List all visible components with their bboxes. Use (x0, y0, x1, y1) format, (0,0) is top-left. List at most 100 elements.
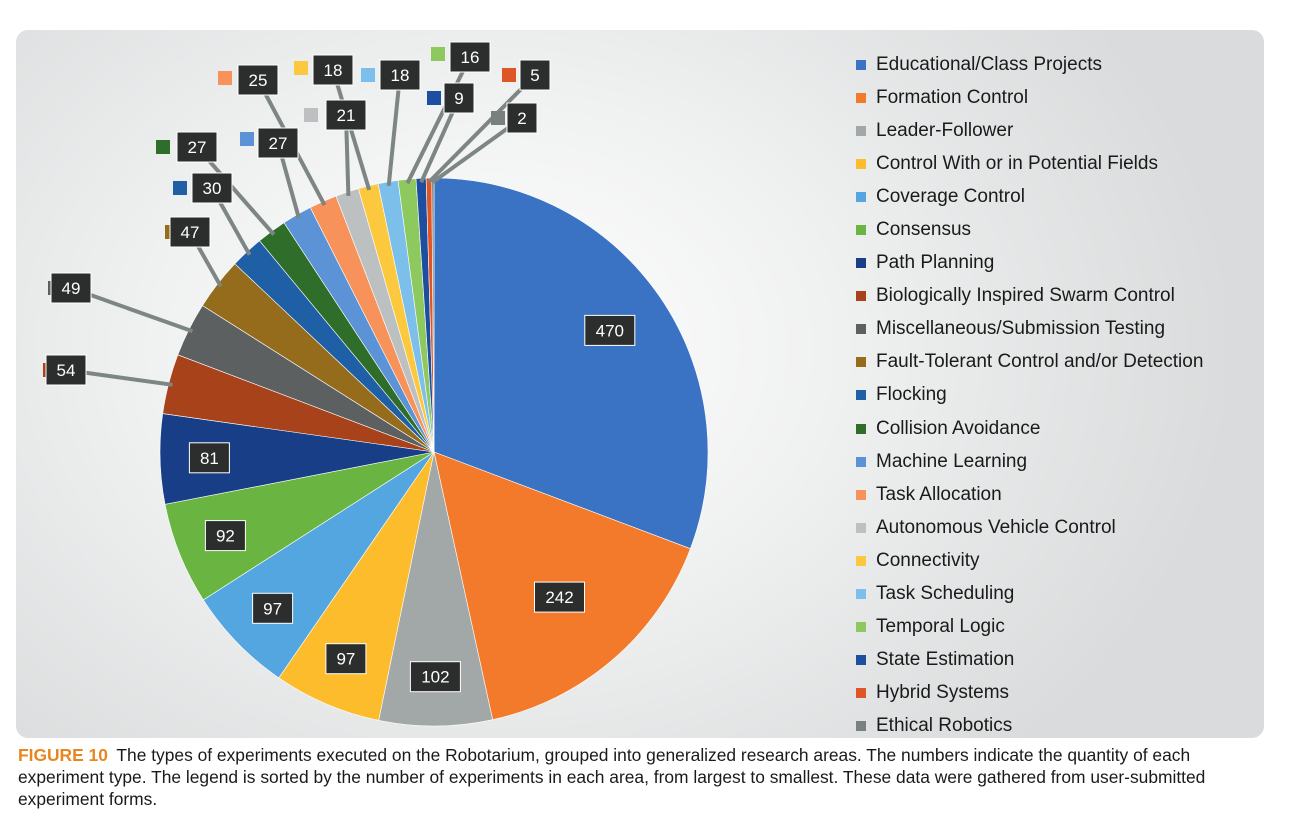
legend-swatch (856, 291, 866, 302)
legend-label: Consensus (876, 219, 972, 241)
legend-label: Ethical Robotics (876, 715, 1013, 737)
value-label-9: 49 (50, 272, 92, 304)
legend-label: Machine Learning (876, 450, 1028, 472)
legend-swatch (856, 688, 866, 699)
legend-item: Hybrid Systems (856, 677, 1256, 710)
value-label-13: 27 (257, 127, 299, 159)
legend-label: Miscellaneous/Submission Testing (876, 318, 1166, 340)
legend-label: Connectivity (876, 549, 980, 571)
value-label-5: 97 (252, 592, 294, 624)
legend-label: Fault-Tolerant Control and/or Detection (876, 351, 1204, 373)
label-swatch-19 (427, 91, 441, 105)
legend-item: Fault-Tolerant Control and/or Detection (856, 346, 1256, 379)
svg-text:49: 49 (62, 279, 81, 298)
slices-layer (159, 177, 709, 727)
svg-text:102: 102 (421, 668, 449, 687)
legend-item: Collision Avoidance (856, 412, 1256, 445)
legend-item: Task Scheduling (856, 578, 1256, 611)
legend-item: Flocking (856, 379, 1256, 412)
svg-text:97: 97 (336, 650, 355, 669)
legend-swatch (856, 258, 866, 269)
legend-item: Formation Control (856, 81, 1256, 114)
legend-swatch (856, 92, 866, 103)
legend-label: State Estimation (876, 649, 1015, 671)
legend-swatch (856, 324, 866, 335)
value-label-14: 25 (237, 64, 279, 96)
chart-panel: 470 242 102 97 97 92 81 54 49 47 30 27 27 25 21 18 18 16 9… (16, 30, 1264, 738)
value-label-17: 18 (379, 59, 421, 91)
legend-swatch (856, 225, 866, 236)
figure-label: FIGURE 10 (18, 745, 108, 765)
svg-text:5: 5 (530, 66, 539, 85)
legend-item: Temporal Logic (856, 611, 1256, 644)
value-label-15: 21 (325, 99, 367, 131)
leader-line-18 (405, 56, 472, 185)
legend-swatch (856, 158, 866, 169)
svg-text:9: 9 (454, 89, 463, 108)
legend-label: Formation Control (876, 86, 1029, 108)
legend-swatch (856, 125, 866, 136)
legend-swatch (856, 357, 866, 368)
svg-text:470: 470 (596, 321, 624, 340)
label-swatch-15 (304, 108, 318, 122)
value-label-16: 18 (312, 54, 354, 86)
svg-text:30: 30 (203, 179, 222, 198)
legend-item: Control With or in Potential Fields (856, 147, 1256, 180)
legend-swatch (856, 59, 866, 70)
value-label-21: 2 (506, 102, 538, 134)
value-label-11: 30 (191, 172, 233, 204)
legend-label: Task Scheduling (876, 583, 1015, 605)
label-swatch-13 (240, 132, 254, 146)
svg-text:97: 97 (263, 599, 282, 618)
label-swatch-20 (502, 68, 516, 82)
legend-swatch (856, 423, 866, 434)
value-label-1: 470 (584, 314, 636, 346)
svg-text:25: 25 (249, 71, 268, 90)
legend-swatch (856, 655, 866, 666)
legend-item: Path Planning (856, 247, 1256, 280)
svg-text:18: 18 (324, 61, 343, 80)
legend-swatch (856, 721, 866, 732)
legend-swatch (856, 489, 866, 500)
label-swatch-14 (218, 71, 232, 85)
legend-swatch (856, 589, 866, 600)
legend-item: Leader-Follower (856, 114, 1256, 147)
svg-text:81: 81 (200, 449, 219, 468)
label-swatch-16 (294, 61, 308, 75)
svg-text:242: 242 (545, 588, 573, 607)
label-swatch-11 (173, 181, 187, 195)
pie-slice-1 (433, 177, 709, 550)
svg-text:27: 27 (188, 138, 207, 157)
legend-label: Collision Avoidance (876, 417, 1041, 439)
legend-label: Path Planning (876, 252, 995, 274)
value-label-10: 47 (169, 216, 211, 248)
legend-label: Biologically Inspired Swarm Control (876, 285, 1175, 307)
legend-item: Biologically Inspired Swarm Control (856, 280, 1256, 313)
legend-label: Task Allocation (876, 483, 1002, 505)
legend-item: State Estimation (856, 644, 1256, 677)
legend: Educational/Class Projects Formation Cont… (856, 48, 1256, 738)
legend-swatch (856, 390, 866, 401)
legend-item: Educational/Class Projects (856, 48, 1256, 81)
svg-text:92: 92 (216, 527, 235, 546)
value-label-7: 81 (188, 442, 230, 474)
figure-caption: FIGURE 10 The types of experiments execu… (18, 744, 1280, 810)
leader-line-17 (386, 74, 402, 187)
value-label-20: 5 (519, 59, 551, 91)
legend-label: Autonomous Vehicle Control (876, 516, 1116, 538)
legend-swatch (856, 555, 866, 566)
legend-label: Control With or in Potential Fields (876, 152, 1158, 174)
pie-slice-3 (378, 451, 494, 727)
legend-label: Temporal Logic (876, 616, 1005, 638)
svg-text:47: 47 (181, 223, 200, 242)
legend-swatch (856, 522, 866, 533)
legend-swatch (856, 456, 866, 467)
value-label-6: 92 (204, 520, 246, 552)
legend-item: Consensus (856, 213, 1256, 246)
legend-item: Autonomous Vehicle Control (856, 511, 1256, 544)
label-swatch-21 (491, 111, 505, 125)
value-label-8: 54 (45, 354, 87, 386)
legend-item: Coverage Control (856, 180, 1256, 213)
legend-label: Flocking (876, 384, 947, 406)
